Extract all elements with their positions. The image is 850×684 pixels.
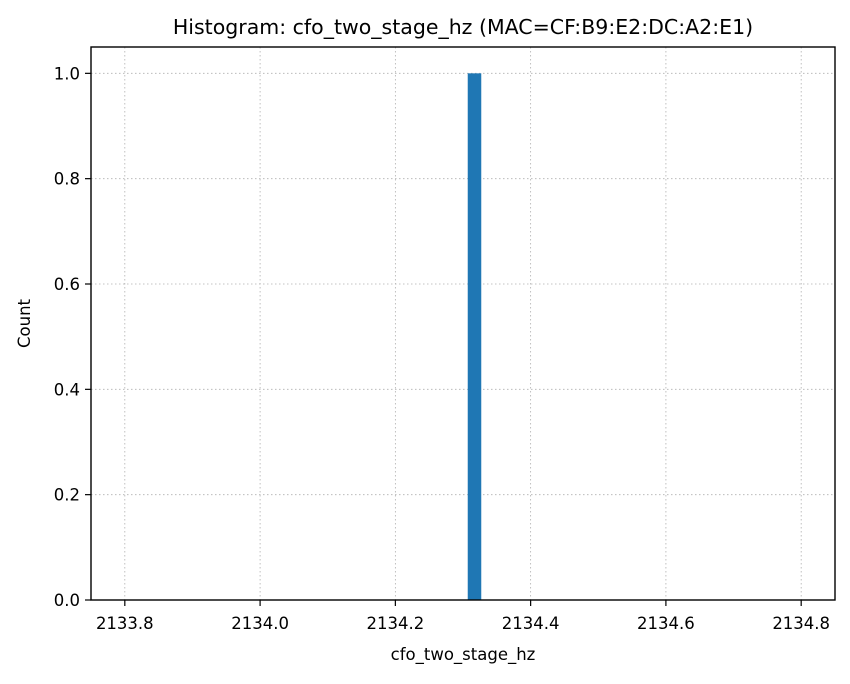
grid-layer: [91, 47, 835, 601]
bars-layer: [467, 73, 482, 601]
chart-title: Histogram: cfo_two_stage_hz (MAC=CF:B9:E…: [173, 15, 753, 40]
y-tick-label: 0.4: [54, 380, 80, 399]
y-tick-label: 0.2: [54, 486, 80, 505]
x-tick-label: 2134.6: [637, 614, 695, 633]
x-tick-label: 2134.0: [231, 614, 289, 633]
histogram-bar: [467, 73, 482, 601]
y-axis-label: Count: [15, 298, 34, 348]
x-tick-label: 2134.4: [502, 614, 560, 633]
y-tick-label: 0.6: [54, 275, 80, 294]
x-tick-label: 2133.8: [96, 614, 154, 633]
y-tick-label: 0.0: [54, 591, 80, 610]
plot-frame: [90, 46, 836, 601]
x-axis-label: cfo_two_stage_hz: [391, 645, 536, 665]
x-tick-label: 2134.2: [366, 614, 424, 633]
y-tick-label: 1.0: [54, 64, 80, 83]
x-tick-label: 2134.8: [772, 614, 830, 633]
ticks-layer: 2133.8 2134.0 2134.2 2134.4 2134.6 2134.8 0.0 0…: [54, 64, 830, 633]
y-tick-label: 0.8: [54, 170, 80, 189]
